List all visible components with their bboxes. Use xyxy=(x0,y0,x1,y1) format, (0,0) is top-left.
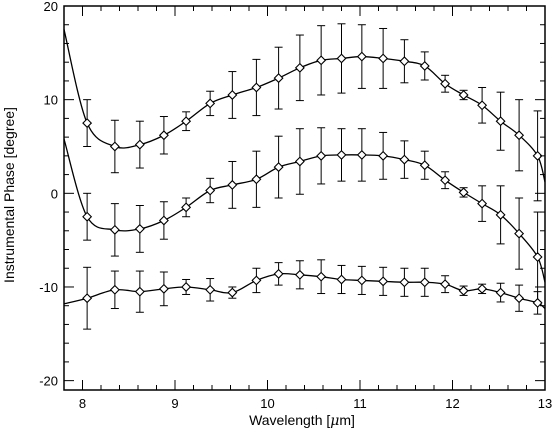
data-point xyxy=(227,179,238,190)
data-point xyxy=(336,274,347,285)
data-point xyxy=(82,293,93,304)
data-point xyxy=(458,89,469,100)
fit-curves xyxy=(63,29,546,310)
y-axis-label: Instrumental Phase [degree] xyxy=(1,107,17,283)
data-point xyxy=(227,287,238,298)
data-point xyxy=(514,228,525,239)
data-point xyxy=(205,98,216,109)
data-point xyxy=(109,284,120,295)
data-point xyxy=(399,277,410,288)
data-point xyxy=(82,118,93,129)
x-tick-label: 10 xyxy=(260,396,274,411)
data-point xyxy=(440,78,451,89)
data-point xyxy=(419,160,430,171)
data-point xyxy=(316,55,327,66)
data-point xyxy=(251,82,262,93)
data-point xyxy=(181,281,192,292)
x-tick-label: 8 xyxy=(79,396,86,411)
y-tick-labels: -20 -10 0 10 20 xyxy=(39,0,58,389)
data-point xyxy=(181,202,192,213)
data-point xyxy=(316,271,327,282)
data-point xyxy=(378,53,389,64)
data-point xyxy=(356,149,367,160)
data-point xyxy=(294,269,305,280)
data-point xyxy=(356,275,367,286)
data-point xyxy=(205,185,216,196)
fit-curve xyxy=(63,138,546,283)
data-point xyxy=(134,139,145,150)
data-point xyxy=(134,223,145,234)
fit-curve xyxy=(63,29,546,183)
data-point xyxy=(109,224,120,235)
data-point xyxy=(109,141,120,152)
data-point xyxy=(399,154,410,165)
data-point xyxy=(532,150,543,161)
data-point xyxy=(477,100,488,111)
data-point xyxy=(419,60,430,71)
data-point xyxy=(514,130,525,141)
data-point xyxy=(273,73,284,84)
data-point xyxy=(158,130,169,141)
data-point xyxy=(458,187,469,198)
data-markers xyxy=(82,51,543,308)
data-point xyxy=(336,53,347,64)
data-point xyxy=(532,297,543,308)
data-point xyxy=(495,287,506,298)
x-tick-label: 13 xyxy=(538,396,552,411)
data-point xyxy=(458,285,469,296)
data-point xyxy=(495,116,506,127)
x-tick-label: 9 xyxy=(171,396,178,411)
data-point xyxy=(251,174,262,185)
x-tick-labels: 8 9 10 11 12 13 xyxy=(79,396,552,411)
data-point xyxy=(477,283,488,294)
y-tick-label: 0 xyxy=(51,186,58,201)
data-point xyxy=(532,252,543,262)
data-point xyxy=(294,156,305,167)
y-tick-label: -20 xyxy=(39,374,58,389)
data-point xyxy=(419,277,430,288)
data-point xyxy=(316,150,327,161)
data-point xyxy=(356,51,367,62)
data-point xyxy=(495,209,506,220)
data-point xyxy=(227,89,238,100)
x-axis-label: Wavelength [μm] xyxy=(249,412,355,429)
data-point xyxy=(440,175,451,186)
data-point xyxy=(181,116,192,127)
data-point xyxy=(158,215,169,226)
data-point xyxy=(477,198,488,209)
data-point xyxy=(336,149,347,160)
error-bars xyxy=(83,23,542,330)
data-point xyxy=(440,279,451,290)
data-point xyxy=(294,62,305,73)
data-point xyxy=(273,268,284,279)
data-point xyxy=(378,276,389,287)
data-point xyxy=(251,275,262,286)
axis-ticks xyxy=(64,5,546,390)
x-tick-label: 11 xyxy=(353,396,367,411)
y-tick-label: 20 xyxy=(44,0,58,14)
data-point xyxy=(134,286,145,297)
data-point xyxy=(514,293,525,304)
y-tick-label: -10 xyxy=(39,280,58,295)
y-tick-label: 10 xyxy=(44,93,58,108)
data-point xyxy=(205,284,216,295)
x-tick-label: 12 xyxy=(445,396,459,411)
data-point xyxy=(378,150,389,161)
data-point xyxy=(82,211,93,222)
data-point xyxy=(399,56,410,67)
data-point xyxy=(158,283,169,294)
data-point xyxy=(273,162,284,173)
